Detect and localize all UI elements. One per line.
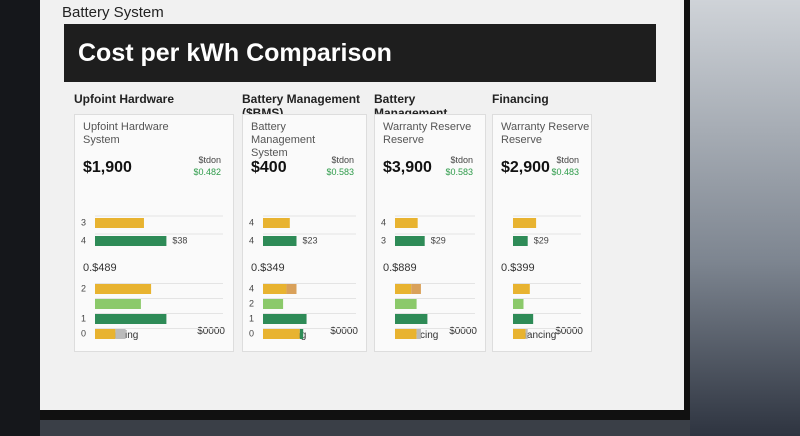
row-tick-label: 4 bbox=[249, 235, 254, 245]
footer-right: $0000 bbox=[330, 326, 358, 337]
card-body: Upfoint Hardware System $1,900 $tdon $0.482… bbox=[74, 114, 234, 352]
footer-left: Financing bbox=[513, 330, 557, 341]
card-heading: Battery Management ($BMS) bbox=[242, 92, 361, 120]
bar bbox=[395, 284, 412, 294]
card-heading: Financing bbox=[492, 92, 549, 106]
bar bbox=[263, 218, 290, 228]
mid-label: 0.$889 bbox=[383, 262, 417, 274]
row-tick-label: 4 bbox=[249, 217, 254, 227]
card-heading: Battery Management ($IBMS) bbox=[374, 92, 448, 134]
row-tick-label: 2 bbox=[81, 283, 86, 293]
card: Battery Management ($BMS) Battery Managem… bbox=[242, 92, 367, 354]
row-tick-label: 0 bbox=[249, 328, 254, 338]
bar-chart: 4 3 $29 bbox=[381, 215, 475, 246]
bar bbox=[95, 236, 167, 246]
mid-label: 0.$399 bbox=[501, 262, 535, 274]
footer-right: $0000 bbox=[555, 326, 583, 337]
bar-value-label: $29 bbox=[534, 235, 549, 245]
row-tick-label: 1 bbox=[81, 313, 86, 323]
card-subtitle: Upfoint Hardware System bbox=[83, 121, 169, 146]
side-label: $tdon bbox=[198, 155, 221, 165]
card-body: Warranty Reserve Reserve $3,900 $tdon $0.58… bbox=[374, 114, 486, 352]
bar bbox=[263, 314, 307, 324]
side-value: $0.583 bbox=[445, 167, 473, 177]
card-subtitle: Battery Management System bbox=[251, 121, 316, 159]
card-body: Warranty Reserve Reserve $2,900 $tdon $0.48… bbox=[492, 114, 592, 352]
row-tick-label: 3 bbox=[381, 235, 386, 245]
footer-right: $0000 bbox=[197, 326, 225, 337]
card-heading: Upfoint Hardware bbox=[74, 92, 175, 106]
bar bbox=[513, 299, 524, 309]
card-subtitle: Warranty Reserve Reserve bbox=[501, 121, 590, 146]
card-value: $1,900 bbox=[83, 159, 132, 176]
row-tick-label: 3 bbox=[81, 217, 86, 227]
bar-chart bbox=[395, 283, 475, 339]
bar bbox=[286, 284, 297, 294]
side-value: $0.483 bbox=[551, 167, 579, 177]
row-tick-label: 0 bbox=[81, 328, 86, 338]
bar bbox=[263, 329, 300, 339]
bar bbox=[513, 284, 530, 294]
card: Battery Management ($IBMS)Warranty Reser… bbox=[374, 92, 486, 354]
card-value: $2,900 bbox=[501, 159, 550, 176]
side-label: $tdon bbox=[331, 155, 354, 165]
bar bbox=[395, 314, 428, 324]
bar bbox=[263, 284, 287, 294]
bar bbox=[263, 299, 284, 309]
side-label: $tdon bbox=[450, 155, 473, 165]
bar bbox=[299, 329, 304, 339]
bar-chart bbox=[513, 283, 581, 339]
bar bbox=[525, 329, 528, 339]
bar bbox=[513, 329, 526, 339]
row-tick-label: 4 bbox=[249, 283, 254, 293]
bar-value-label: $38 bbox=[172, 235, 187, 245]
bar bbox=[416, 329, 421, 339]
card-value: $400 bbox=[251, 159, 287, 176]
bar-chart: $29 bbox=[513, 215, 581, 246]
bar bbox=[513, 218, 537, 228]
title-band: Cost per kWh Comparison bbox=[64, 24, 656, 82]
card-subtitle: Warranty Reserve Reserve bbox=[383, 121, 472, 146]
card: Upfoint Hardware Upfoint Hardware System $… bbox=[74, 92, 234, 354]
mid-label: 0.$489 bbox=[83, 262, 117, 274]
bezel bbox=[0, 0, 40, 436]
bar bbox=[395, 236, 425, 246]
bar bbox=[395, 329, 417, 339]
bar bbox=[95, 299, 141, 309]
row-tick-label: 2 bbox=[249, 298, 254, 308]
bar bbox=[95, 314, 167, 324]
side-label: $tdon bbox=[556, 155, 579, 165]
bar bbox=[395, 218, 418, 228]
row-tick-label: 4 bbox=[81, 235, 86, 245]
card-body: Battery Management System $400 $tdon $0.583… bbox=[242, 114, 367, 352]
bar bbox=[513, 236, 528, 246]
bar-chart: 3 4 $38 bbox=[81, 215, 223, 246]
side-value: $0.583 bbox=[326, 167, 354, 177]
bar bbox=[395, 299, 417, 309]
bar-value-label: $23 bbox=[303, 235, 318, 245]
bar-value-label: $29 bbox=[431, 235, 446, 245]
bar bbox=[115, 329, 126, 339]
bar bbox=[513, 314, 534, 324]
bar bbox=[263, 236, 297, 246]
bar bbox=[95, 284, 152, 294]
bar-chart: 4 4 $23 bbox=[249, 215, 356, 246]
footer-right: $0000 bbox=[449, 326, 477, 337]
bar bbox=[95, 329, 116, 339]
bar-chart: 4 2 1 0 bbox=[249, 283, 356, 339]
background bbox=[690, 0, 800, 436]
side-value: $0.482 bbox=[193, 167, 221, 177]
screen: Battery System Cost per kWh Comparison U… bbox=[40, 0, 690, 420]
app-title: Battery System bbox=[62, 4, 164, 21]
row-tick-label: 1 bbox=[249, 313, 254, 323]
bar bbox=[411, 284, 421, 294]
bar bbox=[95, 218, 144, 228]
row-tick-label: 4 bbox=[381, 217, 386, 227]
card: Financing Warranty Reserve Reserve $2,900 $… bbox=[492, 92, 592, 354]
bar-chart: 2 1 0 bbox=[81, 283, 223, 339]
card-value: $3,900 bbox=[383, 159, 432, 176]
mid-label: 0.$349 bbox=[251, 262, 285, 274]
